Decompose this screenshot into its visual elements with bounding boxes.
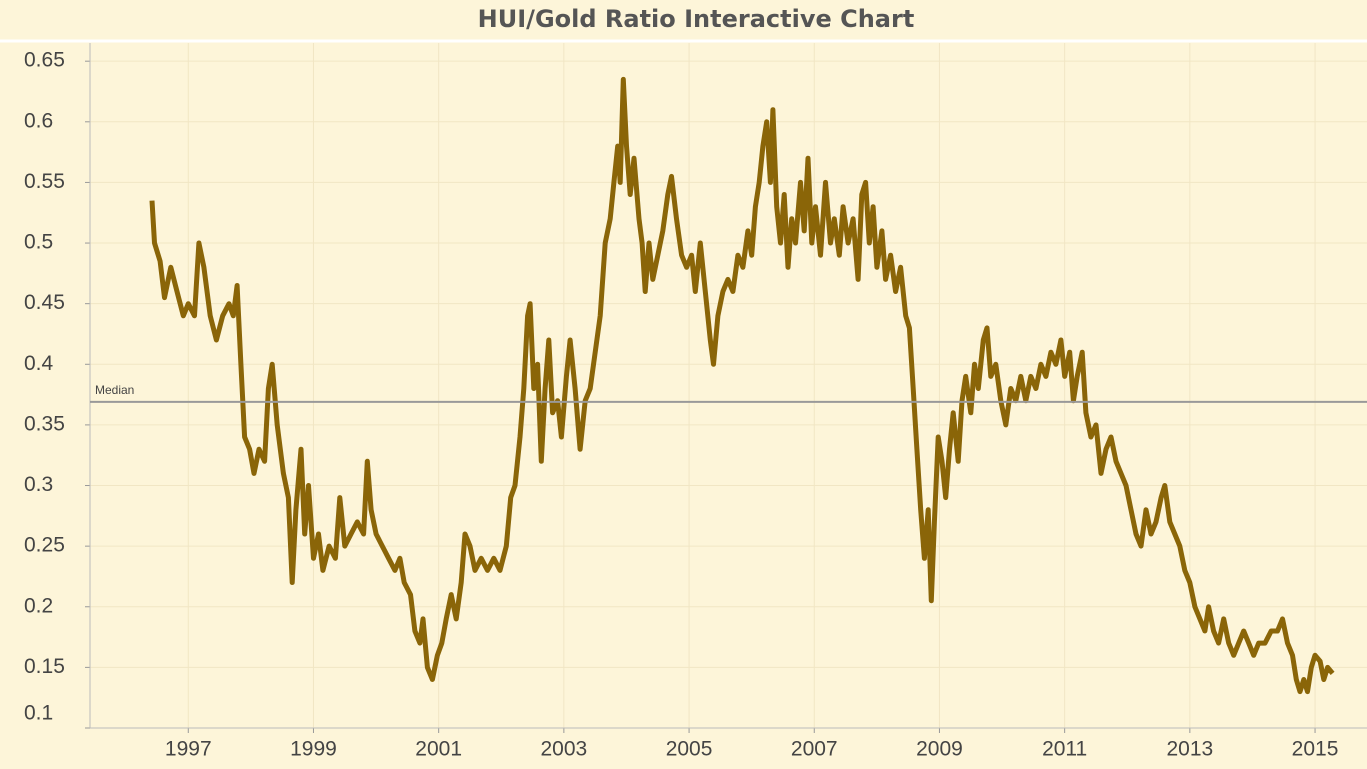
x-tick-label: 2005 (666, 738, 713, 761)
y-tick-label: 0.3 (24, 473, 53, 496)
y-tick-label: 0.5 (24, 231, 53, 254)
y-tick-label: 0.15 (24, 655, 65, 678)
y-tick-label: 0.35 (24, 412, 65, 435)
x-tick-label: 2015 (1292, 738, 1339, 761)
x-tick-label: 2007 (791, 738, 838, 761)
chart-title: HUI/Gold Ratio Interactive Chart (478, 5, 915, 33)
x-tick-label: 2013 (1166, 738, 1213, 761)
x-tick-label: 1999 (290, 738, 337, 761)
data-line (149, 76, 1335, 695)
y-tick-label: 0.6 (24, 109, 53, 132)
y-tick-label: 0.45 (24, 291, 65, 314)
y-tick-label: 0.55 (24, 170, 65, 193)
y-tick-label: 0.4 (24, 352, 54, 375)
y-tick-label: 0.1 (24, 702, 53, 725)
x-tick-label: 2003 (541, 738, 588, 761)
x-tick-label: 2009 (916, 738, 963, 761)
x-tick-label: 2001 (415, 738, 462, 761)
y-tick-label: 0.25 (24, 534, 65, 557)
y-tick-label: 0.65 (24, 49, 65, 72)
title-band (0, 0, 1367, 40)
x-tick-label: 2011 (1042, 738, 1087, 761)
y-tick-label: 0.2 (24, 594, 53, 617)
x-tick-label: 1997 (165, 738, 212, 761)
median-label: Median (95, 383, 134, 397)
